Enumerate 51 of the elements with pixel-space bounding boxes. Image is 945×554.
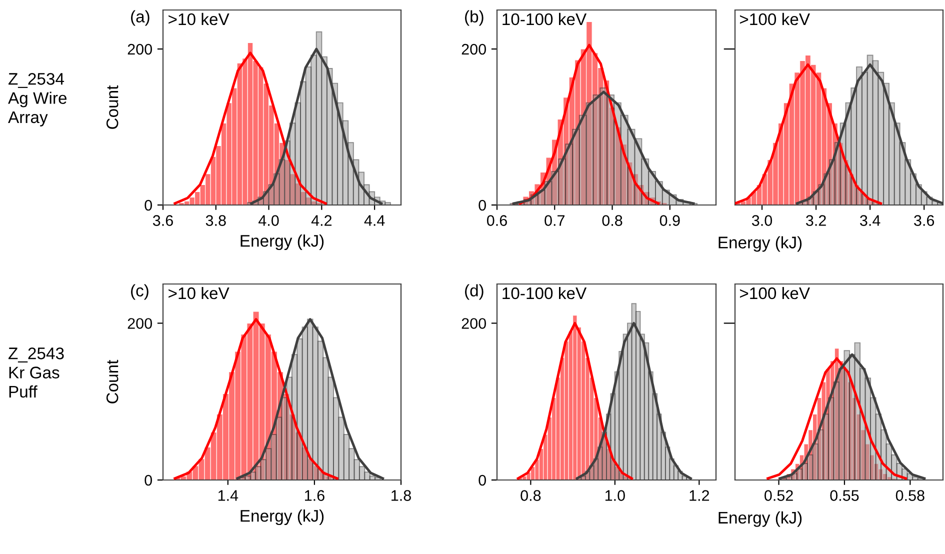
y-axis-title: Count bbox=[106, 360, 118, 404]
x-tick-label: 0.55 bbox=[830, 490, 859, 501]
line-series bbox=[516, 322, 634, 480]
chart-title: (c) bbox=[131, 284, 148, 300]
x-axis-title: Energy (kJ) bbox=[240, 510, 324, 526]
chart-title: (b) bbox=[465, 10, 484, 26]
y-tick-label: 200 bbox=[128, 44, 152, 55]
y-tick-label: 200 bbox=[128, 318, 152, 329]
chart-title: (d) bbox=[465, 284, 484, 300]
x-axis-title: Energy (kJ) bbox=[240, 234, 324, 250]
x-tick-label: 1.0 bbox=[605, 490, 625, 501]
text: Z_2534 Ag Wire Array bbox=[8, 73, 67, 126]
x-tick-label: 3.0 bbox=[752, 215, 772, 226]
x-tick-label: 3.2 bbox=[806, 215, 826, 226]
chart-subtitle: 10-100 keV bbox=[502, 12, 587, 26]
x-tick-label: 3.6 bbox=[914, 215, 934, 226]
x-tick-label: 0.6 bbox=[486, 215, 507, 226]
y-tick-label: 0 bbox=[478, 474, 486, 486]
y-axis-title: Count bbox=[106, 85, 118, 129]
x-tick-label: 1.2 bbox=[690, 490, 710, 501]
x-tick-label: 3.6 bbox=[152, 215, 173, 226]
chart-subtitle: >10 keV bbox=[168, 12, 230, 26]
x-tick-label: 3.4 bbox=[860, 215, 880, 226]
x-tick-label: 4.4 bbox=[364, 215, 385, 226]
x-tick-label: 0.8 bbox=[520, 490, 541, 501]
chart-subtitle: 10-100 keV bbox=[502, 286, 587, 300]
y-tick-label: 0 bbox=[478, 200, 486, 211]
x-tick-label: 3.8 bbox=[206, 215, 226, 226]
y-tick-label: 0 bbox=[144, 200, 152, 211]
chart-subtitle: >10 keV bbox=[168, 286, 230, 300]
chart-subtitle: >100 keV bbox=[740, 286, 810, 300]
chart-title: (a) bbox=[131, 10, 150, 26]
y-tick-label: 200 bbox=[462, 44, 486, 55]
x-tick-label: 0.52 bbox=[764, 490, 793, 501]
y-tick-label: 200 bbox=[462, 318, 486, 329]
x-tick-label: 0.8 bbox=[602, 215, 622, 226]
x-tick-label: 1.4 bbox=[218, 490, 238, 501]
x-tick-label: 0.9 bbox=[660, 215, 680, 226]
chart-subtitle: >100 keV bbox=[740, 12, 810, 26]
x-tick-label: 0.58 bbox=[896, 490, 924, 501]
x-tick-label: 4.0 bbox=[258, 215, 279, 226]
line-series bbox=[174, 52, 327, 205]
x-tick-label: 0.7 bbox=[544, 215, 564, 226]
x-tick-label: 4.2 bbox=[311, 215, 332, 226]
x-tick-label: 1.8 bbox=[392, 490, 411, 501]
text: Z_2543 Kr Gas Puff bbox=[8, 348, 64, 398]
x-tick-label: 1.6 bbox=[305, 490, 324, 501]
x-axis-title: Energy (kJ) bbox=[718, 511, 802, 527]
x-axis-title: Energy (kJ) bbox=[718, 236, 802, 252]
y-tick-label: 0 bbox=[144, 474, 152, 486]
line-series bbox=[174, 318, 338, 480]
